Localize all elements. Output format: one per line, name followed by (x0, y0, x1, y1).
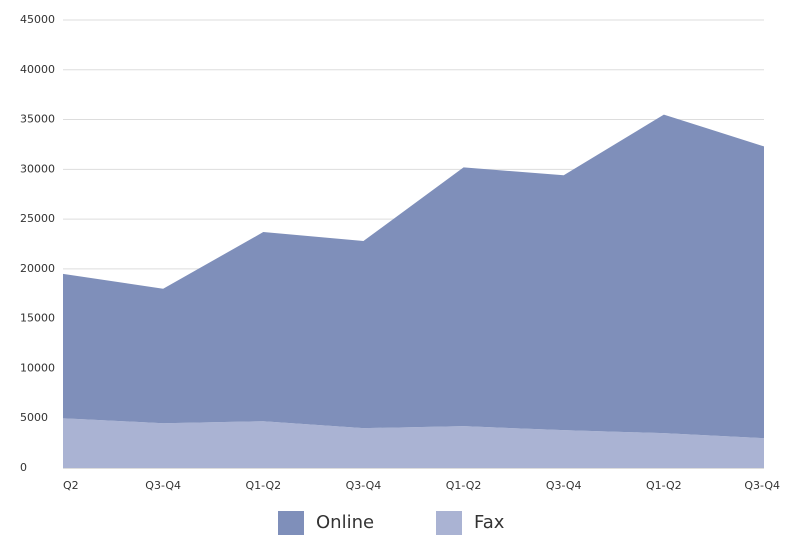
y-tick-label: 20000 (20, 262, 55, 275)
x-tick-label: Q1-Q2 (446, 479, 482, 492)
x-tick-label: Q1-Q2 (646, 479, 682, 492)
x-tick-label: Q2 (63, 479, 79, 492)
x-tick-label: Q3-Q4 (546, 479, 582, 492)
x-tick-label: Q3-Q4 (744, 479, 780, 492)
area (63, 114, 764, 439)
x-tick-label: Q3-Q4 (145, 479, 181, 492)
area (63, 418, 764, 468)
y-tick-label: 25000 (20, 212, 55, 225)
y-tick-label: 45000 (20, 13, 55, 26)
x-tick-label: Q3-Q4 (346, 479, 382, 492)
y-tick-label: 40000 (20, 63, 55, 76)
legend-label: Online (316, 512, 374, 533)
y-tick-label: 5000 (20, 411, 48, 424)
legend-swatch (436, 511, 462, 535)
y-tick-label: 0 (20, 461, 27, 474)
legend-label: Fax (474, 512, 505, 533)
y-tick-label: 10000 (20, 361, 55, 374)
legend-swatch (278, 511, 304, 535)
y-tick-label: 30000 (20, 162, 55, 175)
y-tick-label: 15000 (20, 312, 55, 325)
y-tick-label: 35000 (20, 113, 55, 126)
x-tick-label: Q1-Q2 (245, 479, 281, 492)
